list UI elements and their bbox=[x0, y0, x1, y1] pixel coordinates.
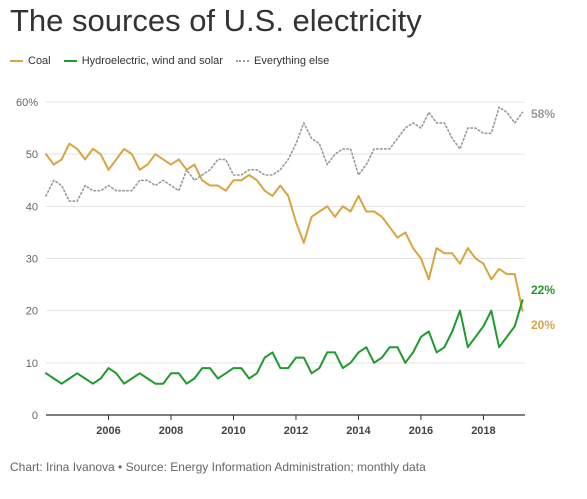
y-tick-label: 10 bbox=[26, 358, 38, 370]
series-line-everything-else bbox=[45, 106, 524, 202]
y-tick-label: 0 bbox=[32, 410, 38, 422]
source-note: Chart: Irina Ivanova • Source: Energy In… bbox=[10, 460, 426, 474]
end-label-hydroelectric-wind-and-solar: 22% bbox=[531, 283, 555, 297]
y-tick-label: 50 bbox=[26, 149, 38, 161]
legend-swatch-coal bbox=[10, 60, 23, 63]
y-tick-label: 40 bbox=[26, 201, 38, 213]
y-tick-label: 60% bbox=[16, 97, 38, 109]
x-tick-label: 2018 bbox=[471, 425, 495, 437]
legend-swatch-everything-else bbox=[235, 60, 249, 63]
x-tick-label: 2016 bbox=[409, 425, 433, 437]
legend-item-hydro-wind-solar: Hydroelectric, wind and solar bbox=[63, 53, 223, 69]
x-tick-label: 2008 bbox=[159, 425, 183, 437]
x-tick-label: 2006 bbox=[96, 425, 120, 437]
legend-label-hydro-wind-solar: Hydroelectric, wind and solar bbox=[81, 55, 223, 67]
legend-swatch-hydro-wind-solar bbox=[63, 60, 77, 63]
end-label-coal: 20% bbox=[531, 318, 555, 332]
chart-title: The sources of U.S. electricity bbox=[10, 3, 422, 38]
legend-item-coal: Coal bbox=[10, 53, 51, 69]
chart-legend: Coal Hydroelectric, wind and solar Every… bbox=[10, 53, 339, 69]
series-line-hydroelectric-wind-and-solar bbox=[45, 299, 524, 385]
legend-item-everything-else: Everything else bbox=[235, 53, 330, 69]
y-tick-label: 20 bbox=[26, 306, 38, 318]
legend-label-coal: Coal bbox=[28, 55, 51, 67]
y-tick-label: 30 bbox=[26, 254, 38, 266]
x-tick-label: 2012 bbox=[284, 425, 308, 437]
series-line-coal bbox=[45, 142, 524, 312]
x-tick-label: 2014 bbox=[346, 425, 371, 437]
end-label-everything-else: 58% bbox=[531, 107, 555, 121]
legend-label-everything-else: Everything else bbox=[253, 55, 330, 67]
x-tick-label: 2010 bbox=[221, 425, 245, 437]
